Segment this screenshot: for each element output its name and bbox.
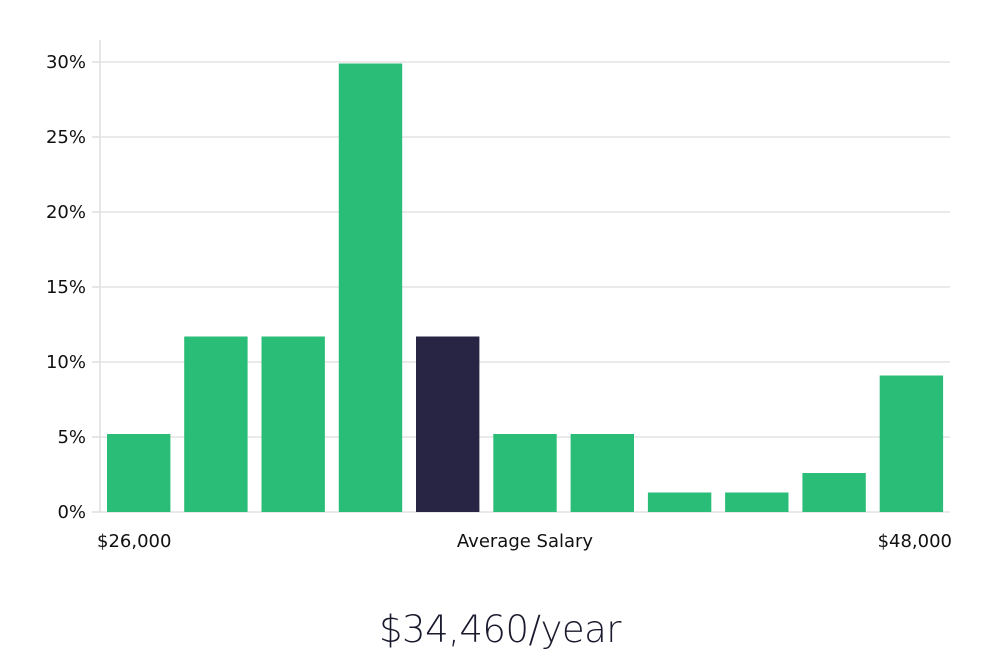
bar bbox=[338, 63, 403, 512]
y-ticks-layer: 0% 5% 10% 15% 20% 25% 30% bbox=[46, 52, 100, 523]
y-tick-label: 15% bbox=[46, 277, 86, 298]
y-tick-label: 5% bbox=[57, 427, 86, 448]
bar bbox=[647, 492, 712, 512]
average-salary-summary: $34,460/year bbox=[378, 608, 622, 651]
bar bbox=[261, 336, 325, 512]
x-label-max: $48,000 bbox=[878, 531, 952, 552]
bar-average-highlight bbox=[416, 336, 480, 512]
y-tick-label: 30% bbox=[46, 52, 86, 73]
chart-svg: 0% 5% 10% 15% 20% 25% 30% $26,000 Average Sala… bbox=[46, 40, 952, 552]
bar bbox=[879, 375, 944, 512]
y-tick-label: 20% bbox=[46, 202, 86, 223]
x-label-min: $26,000 bbox=[97, 531, 171, 552]
bar bbox=[107, 434, 171, 512]
bar bbox=[570, 434, 634, 512]
bar bbox=[802, 473, 866, 512]
y-tick-label: 25% bbox=[46, 127, 86, 148]
bar bbox=[184, 336, 248, 512]
bar bbox=[493, 434, 557, 512]
bar bbox=[725, 492, 789, 512]
x-labels-layer: $26,000 Average Salary $48,000 bbox=[97, 531, 952, 552]
y-tick-label: 0% bbox=[57, 502, 86, 523]
x-label-average: Average Salary bbox=[457, 531, 594, 552]
bars-layer bbox=[107, 63, 944, 512]
y-tick-label: 10% bbox=[46, 352, 86, 373]
